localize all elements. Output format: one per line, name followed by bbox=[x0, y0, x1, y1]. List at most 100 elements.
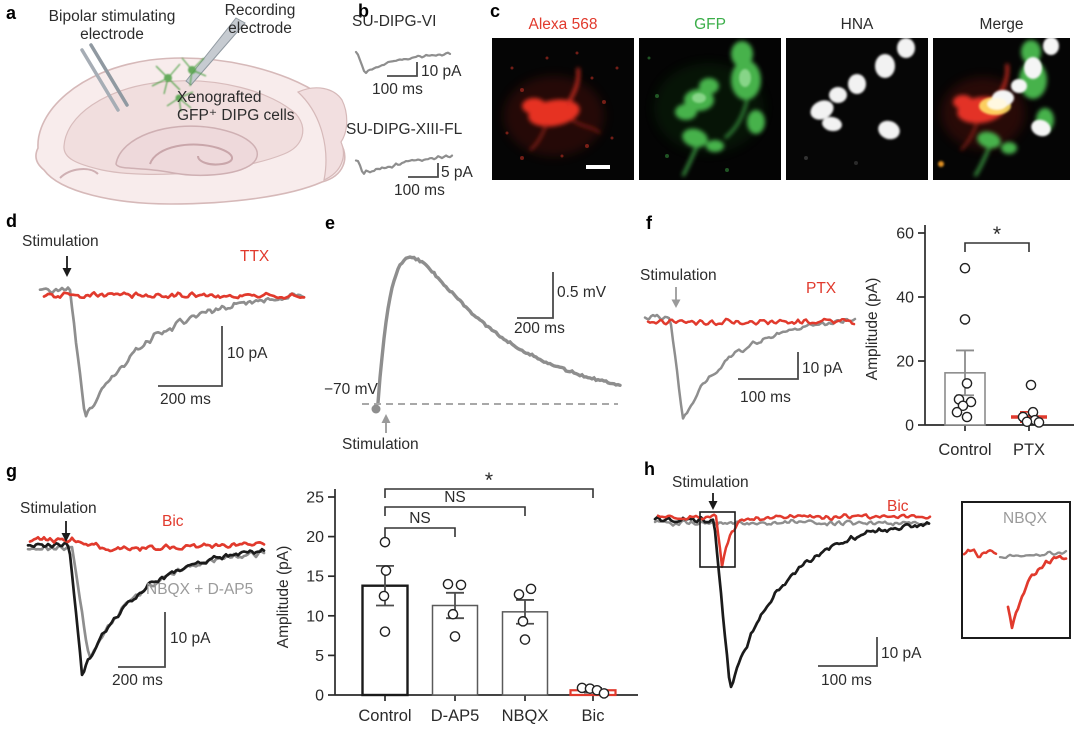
scale-label-b2-v: 5 pA bbox=[441, 164, 473, 181]
inset-label-nbqx: NBQX bbox=[1003, 510, 1047, 527]
svg-text:D-AP5: D-AP5 bbox=[431, 707, 480, 725]
svg-text:*: * bbox=[485, 469, 493, 492]
stim-arrow-e bbox=[381, 414, 391, 433]
svg-text:40: 40 bbox=[896, 290, 914, 307]
stimulation-arrows bbox=[61, 256, 718, 542]
image-scalebar bbox=[586, 165, 610, 169]
svg-text:Amplitude (pA): Amplitude (pA) bbox=[275, 546, 292, 649]
label-stim-electrode-1: Bipolar stimulating bbox=[48, 8, 176, 25]
svg-text:Control: Control bbox=[358, 707, 411, 725]
scale-label-e-v: 0.5 mV bbox=[557, 284, 607, 301]
cell-line-1-name: SU-DIPG-VI bbox=[352, 13, 437, 30]
scalebar-b2 bbox=[408, 163, 439, 178]
scale-label-h-v: 10 pA bbox=[881, 645, 922, 662]
drug-label-ptx: PTX bbox=[806, 280, 837, 297]
stimulus-dot bbox=[371, 404, 381, 414]
label-xenografted-cells-2: GFP⁺ DIPG cells bbox=[177, 107, 295, 124]
stim-arrow-g bbox=[61, 521, 71, 542]
panel-letter-g: g bbox=[6, 461, 17, 481]
scale-label-e-h: 200 ms bbox=[514, 320, 565, 337]
gfp-image bbox=[639, 38, 781, 180]
panel-letter-e: e bbox=[325, 213, 336, 233]
svg-text:25: 25 bbox=[306, 490, 324, 507]
svg-text:NBQX: NBQX bbox=[502, 707, 549, 725]
scale-label-d-v: 10 pA bbox=[227, 345, 268, 362]
label-rec-electrode-1: Recording bbox=[224, 2, 296, 19]
stim-arrow-h bbox=[708, 493, 718, 510]
channel-label-hna: HNA bbox=[840, 16, 874, 33]
label-rec-electrode-2: electrode bbox=[228, 20, 292, 37]
stimulation-label-e: Stimulation bbox=[342, 436, 419, 453]
stimulation-label-d: Stimulation bbox=[22, 233, 99, 250]
svg-text:NS: NS bbox=[409, 510, 431, 527]
label-xenografted-cells-1: Xenografted bbox=[177, 89, 262, 106]
scalebar-g bbox=[118, 612, 166, 668]
cell-line-2-name: SU-DIPG-XIII-FL bbox=[346, 121, 463, 138]
drug-label-bic-g: Bic bbox=[162, 513, 184, 530]
scale-label-b1-h: 100 ms bbox=[372, 81, 423, 98]
stimulation-label-g: Stimulation bbox=[20, 500, 97, 517]
bar-charts: 0 20 40 60 Amplitude (pA) Control PTX * 0 5 10 15 20… bbox=[275, 223, 1074, 725]
drug-label-ttx: TTX bbox=[240, 248, 270, 265]
merge-image bbox=[933, 38, 1070, 180]
scale-label-f-v: 10 pA bbox=[802, 360, 843, 377]
chart-f_bar: 0 20 40 60 Amplitude (pA) Control PTX * bbox=[864, 223, 1074, 459]
svg-text:Bic: Bic bbox=[582, 707, 605, 725]
stimulation-label-f: Stimulation bbox=[640, 267, 717, 284]
scalebar-f bbox=[738, 352, 799, 380]
svg-text:NS: NS bbox=[444, 489, 466, 506]
scale-label-h-h: 100 ms bbox=[821, 672, 872, 689]
svg-text:10: 10 bbox=[306, 608, 324, 625]
scale-label-b2-h: 100 ms bbox=[394, 182, 445, 199]
scale-label-f-h: 100 ms bbox=[740, 389, 791, 406]
drug-label-nbqx-dap5: NBQX + D-AP5 bbox=[146, 581, 254, 598]
scalebar-h bbox=[818, 637, 878, 667]
scale-label-b1-v: 10 pA bbox=[421, 63, 462, 80]
panel-letter-h: h bbox=[644, 459, 655, 479]
panel-letter-d: d bbox=[6, 211, 17, 231]
chart-g_bar: 0 5 10 15 20 25 Amplitude (pA) Control D-AP5 NBQX… bbox=[275, 469, 638, 725]
svg-text:60: 60 bbox=[896, 226, 914, 243]
stim-arrow-d bbox=[62, 256, 72, 277]
svg-text:*: * bbox=[993, 223, 1001, 246]
drug-label-bic-h: Bic bbox=[887, 498, 909, 515]
panel-letter-c: c bbox=[490, 1, 501, 21]
channel-label-alexa568: Alexa 568 bbox=[528, 16, 598, 33]
bipolar-electrode-graphic bbox=[80, 43, 129, 112]
svg-text:PTX: PTX bbox=[1013, 441, 1045, 459]
gfp-cells-graphic bbox=[151, 57, 207, 113]
panel-letter-f: f bbox=[646, 213, 652, 233]
scalebar-d bbox=[158, 326, 223, 387]
scalebar-b1 bbox=[387, 62, 418, 77]
hna-image bbox=[786, 38, 928, 180]
microscopy-images bbox=[492, 38, 1070, 180]
membrane-potential-label: −70 mV bbox=[324, 381, 378, 398]
svg-text:20: 20 bbox=[896, 354, 914, 371]
brain-slice-illustration bbox=[35, 17, 348, 205]
scale-bars bbox=[118, 62, 878, 668]
panel-letter-b: b bbox=[358, 1, 369, 21]
label-stim-electrode-2: electrode bbox=[80, 26, 144, 43]
channel-label-merge: Merge bbox=[979, 16, 1024, 33]
svg-text:0: 0 bbox=[315, 688, 324, 705]
zoom-region-box bbox=[699, 511, 736, 568]
svg-text:20: 20 bbox=[306, 529, 324, 546]
panel-e-baseline bbox=[362, 403, 618, 414]
svg-text:15: 15 bbox=[306, 569, 324, 586]
stimulation-label-h: Stimulation bbox=[672, 474, 749, 491]
inset-box bbox=[961, 501, 1071, 639]
scale-label-d-h: 200 ms bbox=[160, 391, 211, 408]
scale-label-g-h: 200 ms bbox=[112, 672, 163, 689]
scalebar-e bbox=[517, 272, 554, 319]
svg-text:Control: Control bbox=[938, 441, 991, 459]
trace-recordings bbox=[26, 50, 1068, 689]
scale-label-g-v: 10 pA bbox=[170, 630, 211, 647]
stim-arrow-f bbox=[671, 287, 681, 308]
panel-letter-a: a bbox=[6, 3, 17, 23]
svg-text:5: 5 bbox=[315, 648, 324, 665]
svg-text:Amplitude (pA): Amplitude (pA) bbox=[864, 278, 881, 381]
channel-label-gfp: GFP bbox=[694, 16, 726, 33]
alexa568-image bbox=[492, 38, 634, 180]
